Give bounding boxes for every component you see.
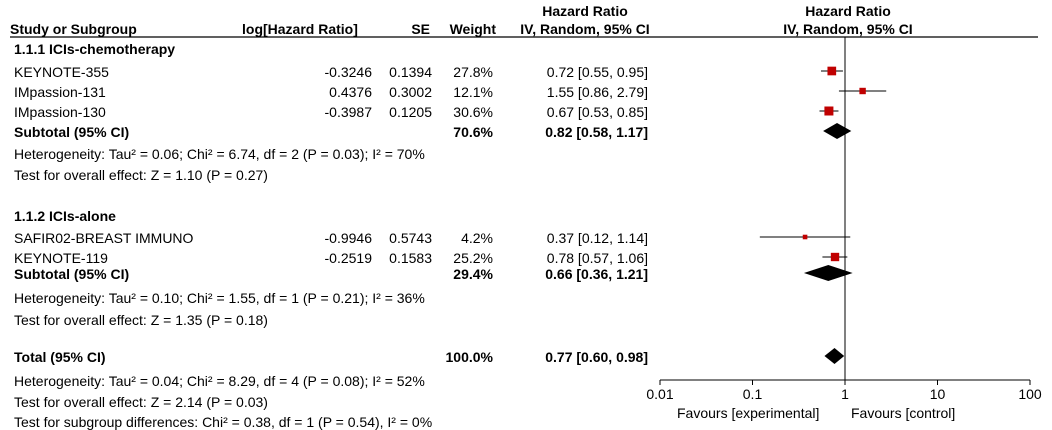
study-weight: 30.6% bbox=[453, 104, 493, 120]
x-tick-label: 0.1 bbox=[743, 386, 763, 402]
subtotal-label: Subtotal (95% CI) bbox=[14, 266, 130, 282]
summary-diamond bbox=[824, 348, 845, 364]
study-loghr: 0.4376 bbox=[329, 84, 372, 100]
header-loghr: log[Hazard Ratio] bbox=[242, 21, 358, 37]
subtotal-ci: 0.66 [0.36, 1.21] bbox=[545, 266, 648, 282]
study-name: KEYNOTE-355 bbox=[14, 64, 109, 80]
favours-control-label: Favours [control] bbox=[851, 405, 956, 421]
header-hr-bottom: IV, Random, 95% CI bbox=[520, 21, 650, 37]
study-name: SAFIR02-BREAST IMMUNO bbox=[14, 230, 194, 246]
header-weight: Weight bbox=[449, 21, 496, 37]
total-ci: 0.77 [0.60, 0.98] bbox=[545, 349, 648, 365]
subtotal-ci: 0.82 [0.58, 1.17] bbox=[545, 124, 648, 140]
heterogeneity-text: Heterogeneity: Tau² = 0.06; Chi² = 6.74,… bbox=[14, 146, 425, 162]
overall-effect-text: Test for overall effect: Z = 1.10 (P = 0… bbox=[14, 167, 268, 183]
x-tick-label: 100 bbox=[1018, 386, 1042, 402]
study-se: 0.3002 bbox=[389, 84, 432, 100]
study-ci: 0.67 [0.53, 0.85] bbox=[546, 104, 648, 120]
study-ci: 0.78 [0.57, 1.06] bbox=[546, 250, 648, 266]
study-name: KEYNOTE-119 bbox=[14, 250, 108, 266]
x-tick-label: 10 bbox=[930, 386, 946, 402]
study-weight: 27.8% bbox=[453, 64, 493, 80]
header-se: SE bbox=[411, 21, 430, 37]
study-marker bbox=[859, 87, 866, 95]
study-marker bbox=[830, 252, 840, 262]
study-ci: 0.37 [0.12, 1.14] bbox=[546, 230, 648, 246]
overall-effect-text: Test for overall effect: Z = 1.35 (P = 0… bbox=[14, 312, 268, 328]
study-ci: 0.72 [0.55, 0.95] bbox=[546, 64, 648, 80]
heterogeneity-text: Heterogeneity: Tau² = 0.10; Chi² = 1.55,… bbox=[14, 290, 425, 306]
study-loghr: -0.9946 bbox=[324, 230, 372, 246]
subtotal-weight: 70.6% bbox=[453, 124, 493, 140]
study-se: 0.1394 bbox=[389, 64, 432, 80]
study-loghr: -0.3246 bbox=[324, 64, 372, 80]
study-se: 0.1583 bbox=[389, 250, 432, 266]
study-weight: 25.2% bbox=[453, 250, 493, 266]
plot-header-bottom: IV, Random, 95% CI bbox=[783, 21, 913, 37]
study-marker bbox=[824, 106, 834, 116]
x-tick-label: 1 bbox=[841, 386, 849, 402]
study-loghr: -0.2519 bbox=[324, 250, 372, 266]
summary-diamond bbox=[803, 265, 853, 281]
x-tick-label: 0.01 bbox=[646, 386, 673, 402]
study-ci: 1.55 [0.86, 2.79] bbox=[546, 84, 648, 100]
study-se: 0.1205 bbox=[389, 104, 432, 120]
study-loghr: -0.3987 bbox=[324, 104, 372, 120]
total-label: Total (95% CI) bbox=[14, 349, 106, 365]
subtotal-label: Subtotal (95% CI) bbox=[14, 124, 130, 140]
study-weight: 12.1% bbox=[453, 84, 493, 100]
subgroup-differences-text: Test for subgroup differences: Chi² = 0.… bbox=[14, 414, 433, 430]
heterogeneity-text: Heterogeneity: Tau² = 0.04; Chi² = 8.29,… bbox=[14, 373, 425, 389]
favours-experimental-label: Favours [experimental] bbox=[677, 405, 820, 421]
group-title: 1.1.1 ICIs-chemotherapy bbox=[14, 41, 176, 57]
study-marker bbox=[802, 234, 808, 240]
summary-diamond bbox=[823, 123, 852, 139]
overall-effect-text: Test for overall effect: Z = 2.14 (P = 0… bbox=[14, 394, 268, 410]
total-weight: 100.0% bbox=[445, 349, 493, 365]
study-se: 0.5743 bbox=[389, 230, 432, 246]
plot-header-top: Hazard Ratio bbox=[805, 3, 891, 19]
group-title: 1.1.2 ICIs-alone bbox=[14, 208, 116, 224]
subtotal-weight: 29.4% bbox=[453, 266, 493, 282]
header-study: Study or Subgroup bbox=[10, 21, 137, 37]
study-marker bbox=[827, 66, 837, 76]
study-weight: 4.2% bbox=[461, 230, 493, 246]
study-name: IMpassion-131 bbox=[14, 84, 106, 100]
header-hr-top: Hazard Ratio bbox=[542, 3, 628, 19]
study-name: IMpassion-130 bbox=[14, 104, 106, 120]
